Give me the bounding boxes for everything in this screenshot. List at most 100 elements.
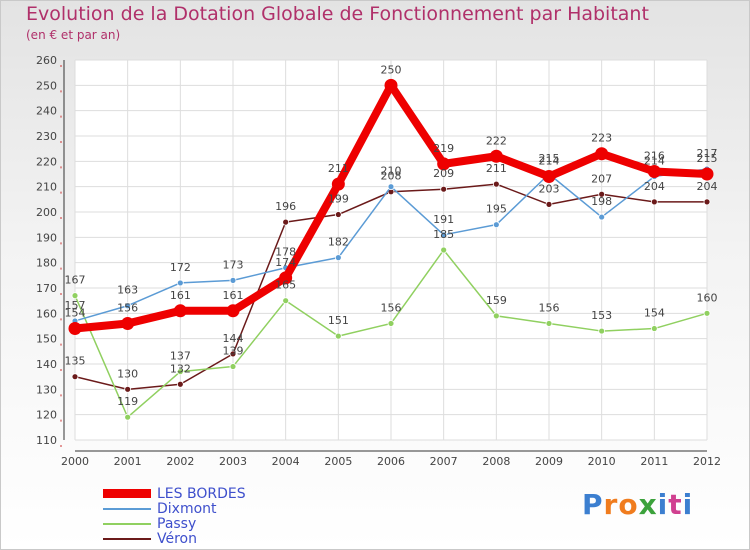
- logo-letter: P: [582, 488, 604, 521]
- data-point-les-bordes: [68, 322, 82, 336]
- data-point-les-bordes: [226, 304, 240, 318]
- data-label-passy: 151: [328, 314, 349, 327]
- data-point-v-ron: [598, 190, 606, 198]
- data-point-dixmont: [387, 183, 395, 191]
- legend-label-les-bordes: LES BORDES: [157, 485, 246, 502]
- data-point-passy: [387, 320, 395, 327]
- data-point-passy: [650, 325, 658, 332]
- y-tick-label: 180: [36, 257, 57, 270]
- data-point-dixmont: [492, 221, 500, 229]
- data-point-v-ron: [492, 180, 500, 188]
- data-point-v-ron: [176, 380, 184, 388]
- data-point-les-bordes: [331, 177, 345, 191]
- data-point-passy: [124, 413, 132, 421]
- x-tick-label: 2005: [324, 455, 352, 468]
- data-label-les-bordes: 161: [223, 289, 244, 302]
- logo-letter: t: [668, 488, 683, 521]
- data-label-passy: 159: [486, 294, 507, 307]
- data-label-les-bordes: 156: [117, 301, 138, 314]
- data-label-passy: 154: [644, 307, 665, 320]
- data-point-les-bordes: [279, 271, 293, 285]
- y-tick-label: 150: [36, 333, 57, 346]
- data-point-les-bordes: [595, 147, 609, 161]
- x-tick-label: 2012: [693, 455, 721, 468]
- data-label-passy: 153: [591, 309, 612, 322]
- legend-swatch-les-bordes: [103, 489, 151, 498]
- data-label-v-ron: 132: [170, 362, 191, 375]
- data-point-v-ron: [440, 185, 448, 193]
- x-tick-label: 2010: [588, 455, 616, 468]
- data-point-passy: [440, 246, 448, 254]
- x-tick-label: 2009: [535, 455, 563, 468]
- data-label-les-bordes: 161: [170, 289, 191, 302]
- y-tick-label: 210: [36, 181, 57, 194]
- data-point-passy: [71, 292, 79, 300]
- data-label-les-bordes: 154: [65, 307, 86, 320]
- data-point-v-ron: [71, 373, 79, 381]
- y-tick-label: 240: [36, 105, 57, 118]
- y-tick-label: 120: [36, 409, 57, 422]
- data-point-les-bordes: [700, 167, 714, 181]
- data-label-v-ron: 207: [591, 172, 612, 185]
- data-label-dixmont: 172: [170, 261, 191, 274]
- legend-item-passy: Passy: [103, 516, 196, 532]
- chart-subtitle: (en € et par an): [26, 28, 121, 42]
- logo-letter: x: [638, 488, 658, 521]
- data-label-v-ron: 204: [697, 180, 718, 193]
- data-point-dixmont: [440, 231, 448, 239]
- logo-letter: o: [618, 488, 639, 521]
- y-tick-label: 230: [36, 130, 57, 143]
- data-label-dixmont: 182: [328, 236, 349, 249]
- data-point-passy: [334, 332, 342, 340]
- data-point-passy: [229, 363, 237, 370]
- data-label-v-ron: 196: [275, 200, 296, 213]
- data-label-dixmont: 217: [697, 147, 718, 160]
- x-tick-label: 2008: [482, 455, 510, 468]
- x-tick-label: 2004: [272, 455, 300, 468]
- data-point-passy: [703, 309, 711, 317]
- data-label-v-ron: 199: [328, 193, 349, 206]
- data-point-dixmont: [334, 254, 342, 262]
- data-label-dixmont: 191: [433, 213, 454, 226]
- data-point-dixmont: [229, 276, 237, 284]
- data-point-les-bordes: [647, 164, 661, 178]
- data-label-les-bordes: 216: [644, 149, 665, 162]
- data-label-les-bordes: 250: [381, 63, 402, 76]
- data-point-passy: [176, 368, 184, 376]
- legend-label-veron: Véron: [157, 530, 197, 547]
- data-point-les-bordes: [437, 157, 451, 171]
- data-point-v-ron: [282, 218, 290, 226]
- y-tick-label: 170: [36, 282, 57, 295]
- data-label-passy: 137: [170, 350, 191, 363]
- data-point-v-ron: [124, 385, 132, 393]
- logo-letter: r: [603, 488, 619, 521]
- logo-letter: i: [657, 488, 669, 521]
- data-point-passy: [545, 320, 553, 327]
- y-tick-label: 130: [36, 383, 57, 396]
- y-tick-label: 140: [36, 358, 57, 371]
- y-tick-label: 190: [36, 231, 57, 244]
- data-label-passy: 119: [117, 395, 138, 408]
- x-tick-label: 2002: [166, 455, 194, 468]
- data-point-les-bordes: [384, 78, 398, 92]
- data-label-passy: 185: [433, 228, 454, 241]
- data-label-passy: 160: [697, 291, 718, 304]
- data-label-passy: 156: [381, 301, 402, 314]
- x-tick-label: 2001: [114, 455, 142, 468]
- legend-label-dixmont: Dixmont: [157, 500, 217, 517]
- data-label-dixmont: 215: [539, 152, 560, 165]
- y-tick-label: 110: [36, 434, 57, 447]
- data-label-v-ron: 135: [65, 355, 86, 368]
- data-point-passy: [492, 312, 500, 320]
- data-label-les-bordes: 214: [539, 155, 560, 168]
- data-label-dixmont: 173: [223, 258, 244, 271]
- data-point-dixmont: [598, 213, 606, 221]
- y-tick-label: 200: [36, 206, 57, 219]
- data-label-v-ron: 130: [117, 367, 138, 380]
- y-tick-label: 260: [36, 54, 57, 67]
- data-point-v-ron: [650, 198, 658, 206]
- data-label-v-ron: 203: [539, 182, 560, 195]
- data-label-v-ron: 209: [433, 167, 454, 180]
- data-label-dixmont: 157: [65, 299, 86, 312]
